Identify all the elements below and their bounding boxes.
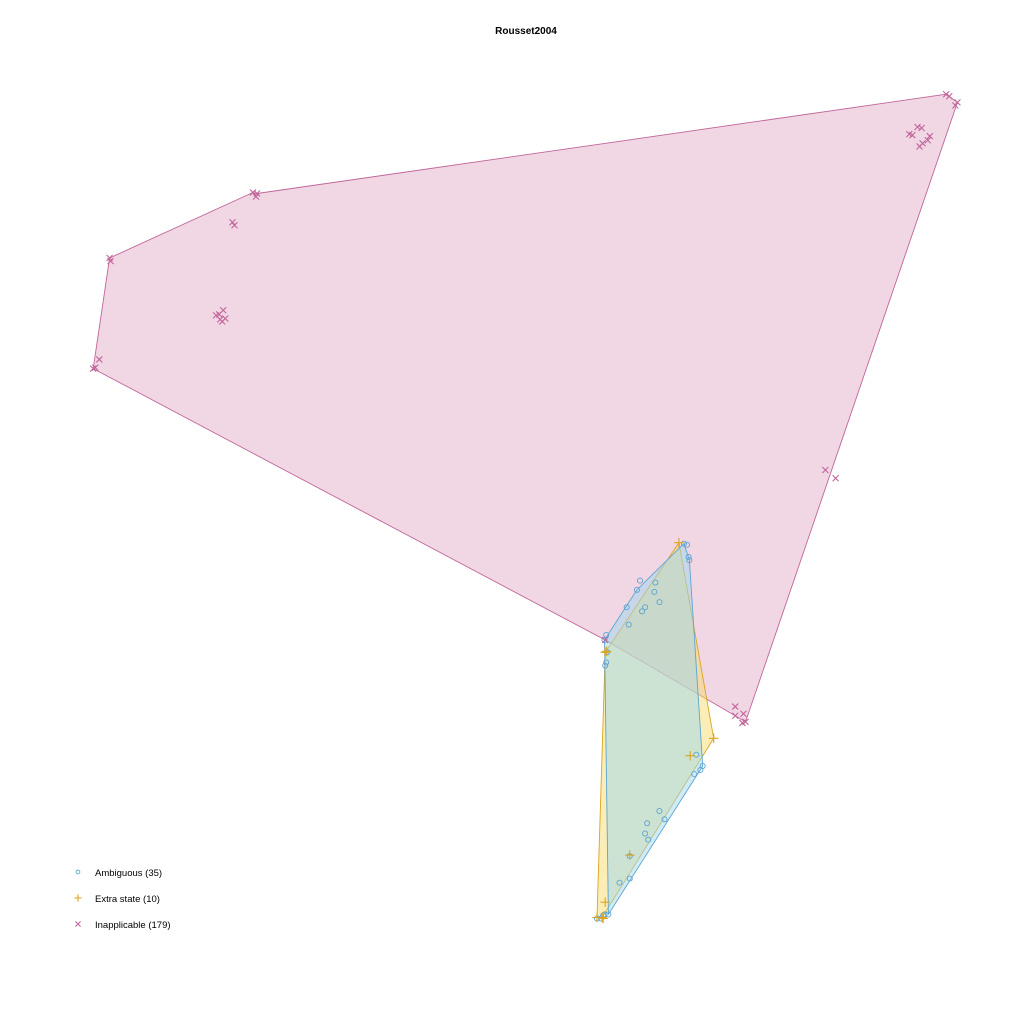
point-inapplicable xyxy=(924,136,932,144)
point-extra-state xyxy=(601,646,612,657)
point-ambiguous xyxy=(697,767,704,774)
point-ambiguous xyxy=(616,879,623,886)
point-inapplicable xyxy=(954,99,961,106)
point-inapplicable xyxy=(916,143,923,150)
point-extra-state xyxy=(592,912,602,923)
point-inapplicable xyxy=(731,712,739,720)
legend-label-inapplicable: Inapplicable (179) xyxy=(95,920,171,931)
point-inapplicable xyxy=(740,710,747,718)
point-extra-state xyxy=(685,750,695,761)
legend-label-ambiguous: Ambiguous (35) xyxy=(95,868,162,879)
point-ambiguous xyxy=(623,604,630,611)
point-ambiguous xyxy=(639,608,646,615)
legend: Ambiguous (35) Extra state (10) Inapplicab… xyxy=(74,868,171,931)
point-inapplicable xyxy=(91,364,99,372)
point-ambiguous xyxy=(685,554,692,561)
point-ambiguous xyxy=(693,751,700,758)
point-ambiguous xyxy=(633,586,640,593)
point-ambiguous xyxy=(601,637,608,644)
point-ambiguous xyxy=(637,577,644,584)
point-ambiguous xyxy=(626,875,633,882)
point-inapplicable xyxy=(945,92,953,100)
point-inapplicable xyxy=(95,356,103,363)
point-ambiguous xyxy=(661,816,668,823)
point-ambiguous xyxy=(642,830,649,837)
point-ambiguous xyxy=(625,621,632,628)
point-extra-state xyxy=(708,733,719,744)
point-ambiguous xyxy=(603,631,610,638)
point-ambiguous xyxy=(652,579,659,586)
point-inapplicable xyxy=(918,124,925,132)
point-inapplicable xyxy=(926,132,934,140)
point-inapplicable xyxy=(832,474,839,482)
point-ambiguous xyxy=(680,540,687,547)
point-ambiguous xyxy=(686,557,693,564)
legend-marker-extra-state xyxy=(74,894,82,902)
legend-label-extra-state: Extra state (10) xyxy=(95,894,160,905)
data-points xyxy=(89,90,961,924)
point-inapplicable xyxy=(89,365,97,373)
point-inapplicable xyxy=(218,318,226,325)
point-ambiguous xyxy=(656,599,663,606)
point-ambiguous xyxy=(691,771,698,778)
point-inapplicable xyxy=(107,257,114,265)
point-extra-state xyxy=(598,913,608,924)
point-ambiguous xyxy=(644,820,651,827)
point-ambiguous xyxy=(642,604,649,611)
point-ambiguous xyxy=(684,541,691,548)
point-inapplicable xyxy=(229,218,236,226)
point-inapplicable xyxy=(731,703,739,710)
point-inapplicable xyxy=(252,193,260,200)
point-ambiguous xyxy=(645,836,652,843)
point-extra-state xyxy=(600,647,610,658)
point-inapplicable xyxy=(908,131,916,139)
point-inapplicable xyxy=(914,123,921,131)
hull-inapplicable xyxy=(92,93,958,723)
point-ambiguous xyxy=(603,659,610,666)
point-inapplicable xyxy=(249,189,257,196)
point-extra-state xyxy=(625,850,635,860)
point-extra-state xyxy=(674,537,684,548)
point-inapplicable xyxy=(601,636,609,644)
point-inapplicable xyxy=(821,466,829,474)
point-inapplicable xyxy=(942,90,950,98)
point-inapplicable xyxy=(231,221,238,229)
point-ambiguous xyxy=(656,808,663,815)
chart-title: Rousset2004 xyxy=(495,26,557,37)
convex-hulls xyxy=(92,93,958,918)
point-inapplicable xyxy=(952,102,959,109)
point-inapplicable xyxy=(739,719,746,727)
point-ambiguous xyxy=(651,588,658,595)
point-extra-state xyxy=(600,897,610,907)
legend-marker-ambiguous xyxy=(75,869,81,875)
hull-ambiguous xyxy=(604,543,704,915)
legend-marker-inapplicable xyxy=(75,921,81,927)
point-ambiguous xyxy=(602,662,609,669)
